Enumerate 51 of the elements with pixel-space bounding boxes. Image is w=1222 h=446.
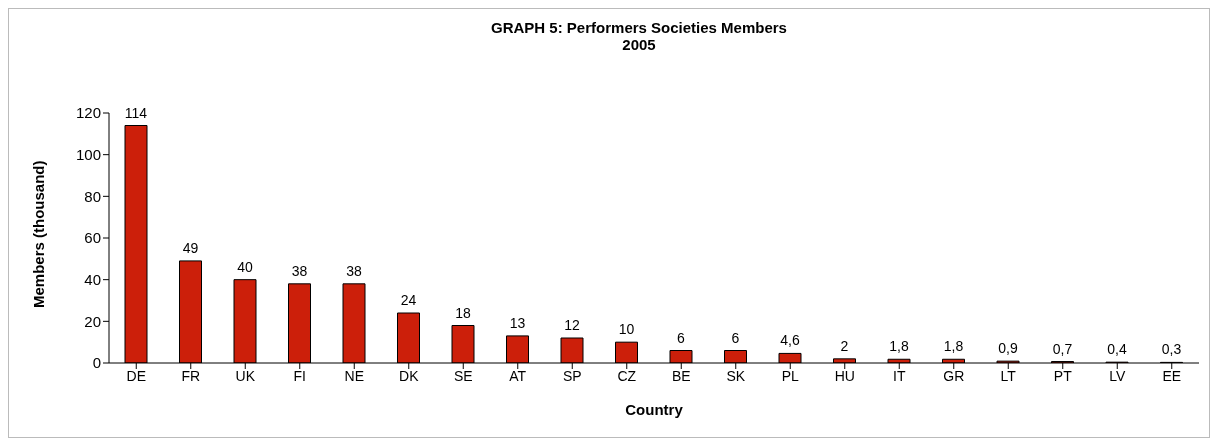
data-label: 0,9 [998, 340, 1018, 357]
x-tick-label: UK [235, 367, 256, 384]
y-tick-label: 20 [84, 312, 101, 330]
x-tick-label: LV [1109, 367, 1126, 384]
data-label: 12 [564, 317, 580, 333]
x-tick-label: SK [726, 367, 746, 384]
x-tick-label: LT [1000, 367, 1017, 384]
data-label: 1,8 [889, 338, 909, 355]
x-tick-label: FR [181, 367, 201, 384]
x-tick-label: DE [126, 367, 146, 384]
chart-title: GRAPH 5: Performers Societies Members [490, 19, 788, 36]
data-label: 18 [455, 304, 471, 321]
data-label: 0,4 [1107, 341, 1127, 358]
data-label: 24 [400, 292, 417, 308]
data-label: 4,6 [780, 332, 800, 349]
x-tick-label: HU [834, 367, 855, 384]
y-axis-title: Members (thousand) [30, 160, 48, 308]
y-tick-label: 120 [75, 104, 101, 122]
x-tick-label: PT [1053, 367, 1073, 384]
x-tick-label: CZ [617, 367, 637, 384]
data-label: 2 [840, 337, 849, 354]
x-tick-label: GR [943, 367, 965, 384]
x-tick-label: EE [1162, 367, 1182, 384]
data-label: 0,7 [1052, 340, 1073, 357]
data-label: 38 [346, 262, 362, 279]
data-label: 6 [677, 329, 686, 346]
x-tick-label: IT [893, 367, 906, 384]
data-label: 13 [509, 314, 526, 331]
x-tick-label: SP [562, 367, 582, 384]
x-tick-label: SE [453, 367, 473, 384]
data-label: 0,3 [1161, 341, 1182, 358]
y-tick-label: 80 [84, 187, 101, 205]
data-label: 1,8 [943, 338, 964, 355]
data-label: 114 [124, 104, 148, 121]
y-tick-label: 100 [75, 145, 101, 163]
x-tick-label: DK [399, 367, 420, 384]
data-label: 6 [731, 329, 740, 346]
y-tick-label: 60 [84, 229, 101, 247]
x-tick-label: PL [781, 367, 800, 384]
x-tick-label: FI [293, 367, 306, 384]
data-label: 10 [618, 321, 635, 338]
y-tick-label: 40 [84, 270, 101, 288]
data-label: 49 [182, 239, 199, 256]
x-tick-label: BE [671, 367, 691, 384]
data-label: 40 [237, 258, 253, 275]
chart-subtitle: 2005 [621, 36, 657, 53]
x-tick-label: AT [509, 367, 527, 384]
data-label: 38 [291, 262, 308, 279]
x-axis-title: Country [625, 401, 684, 418]
y-tick-label: 0 [92, 354, 101, 372]
x-tick-label: NE [344, 367, 364, 384]
